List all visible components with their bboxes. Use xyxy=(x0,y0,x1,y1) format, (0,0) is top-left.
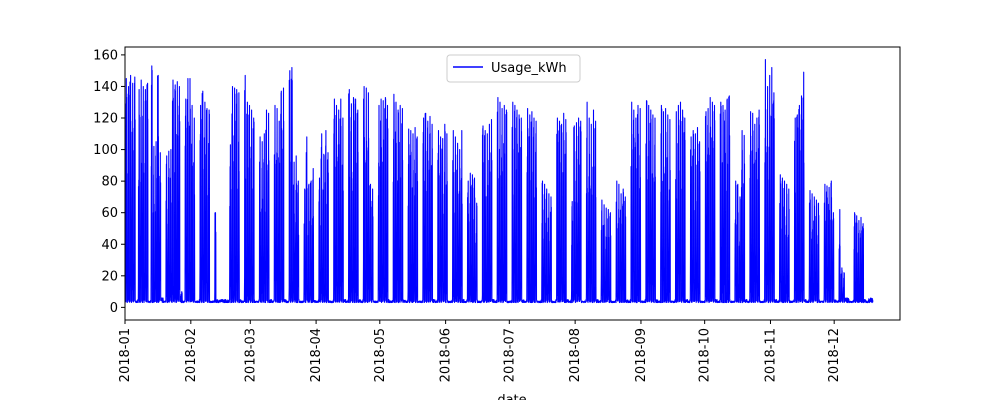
y-tick-label: 140 xyxy=(93,80,118,95)
y-axis: 0 20 40 60 80 100 120 140 160 xyxy=(93,48,125,316)
y-tick-label: 80 xyxy=(101,175,118,190)
x-tick-label: 2018-08 xyxy=(568,328,583,382)
x-tick-label: 2018-03 xyxy=(243,328,258,382)
x-tick-label: 2018-07 xyxy=(502,328,517,382)
usage-kwh-series-line xyxy=(125,59,874,304)
y-tick-label: 40 xyxy=(101,238,118,253)
x-tick-label: 2018-04 xyxy=(309,328,324,382)
y-tick-label: 60 xyxy=(101,206,118,221)
x-tick-label: 2018-10 xyxy=(698,328,713,382)
y-tick-label: 0 xyxy=(110,301,118,316)
y-tick-label: 160 xyxy=(93,48,118,63)
x-tick-label: 2018-01 xyxy=(118,328,133,382)
x-tick-label: 2018-09 xyxy=(634,328,649,382)
x-tick-label: 2018-11 xyxy=(763,328,778,382)
series-layer xyxy=(125,59,874,304)
x-tick-label: 2018-05 xyxy=(373,328,388,382)
plot-frame xyxy=(124,46,901,321)
y-tick-label: 20 xyxy=(101,269,118,284)
y-tick-label: 120 xyxy=(93,112,118,127)
y-tick-label: 100 xyxy=(93,143,118,158)
legend: Usage_kWh xyxy=(446,54,581,83)
x-axis: 2018-01 2018-02 2018-03 2018-04 2018-05 2018-… xyxy=(118,320,842,382)
x-tick-label: 2018-12 xyxy=(827,328,842,382)
legend-series-label: Usage_kWh xyxy=(491,61,567,76)
x-tick-label: 2018-06 xyxy=(439,328,454,382)
x-tick-label: 2018-02 xyxy=(184,328,199,382)
legend-box xyxy=(446,54,581,83)
x-axis-label: date xyxy=(497,393,526,400)
